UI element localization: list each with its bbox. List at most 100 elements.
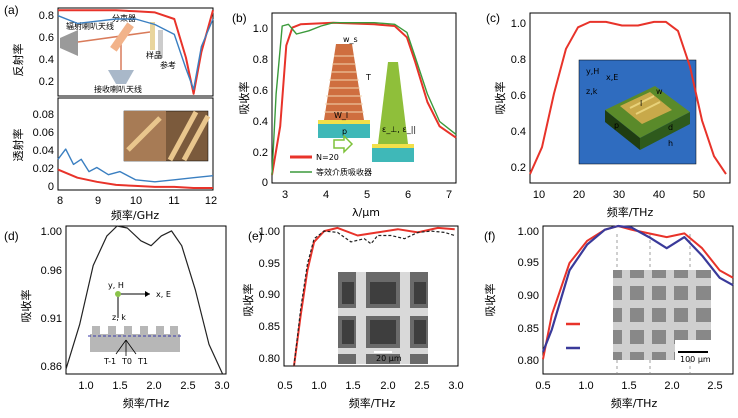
- series-line-a-top-1: [57, 15, 214, 91]
- e-scale-bar: 20 μm: [376, 354, 402, 363]
- c-ytick: 0.2: [511, 162, 526, 174]
- series-line-d-0: [65, 225, 224, 375]
- series-line-a-top-0: [58, 9, 214, 95]
- a-xtick: 11: [168, 195, 179, 207]
- a-xtick: 9: [95, 195, 101, 207]
- series-line-b-0: [271, 21, 457, 176]
- b-ytick: 1.0: [253, 23, 268, 35]
- b-ytick: 0.4: [253, 116, 268, 128]
- a-ytick: 0: [48, 181, 54, 193]
- panel-c-label: (c): [486, 11, 500, 25]
- panel-e: (e) 吸收率 1.00 0.95 0.90 0.85 0.80 0.5 1.0…: [241, 225, 464, 410]
- panel-e-ylabel: 吸收率: [241, 284, 255, 317]
- f-xtick: 2.5: [707, 380, 722, 392]
- tx-antenna-label: 辐射喇叭天线: [66, 21, 114, 31]
- reference-label: 参考: [160, 60, 176, 70]
- e-ytick: 0.90: [259, 289, 280, 301]
- panel-f: (f) 吸收率 1.00 0.95 0.90 0.85 0.80 0.5 1.0…: [483, 224, 734, 410]
- panel-b-legend: N=20 等效介质吸收器: [290, 153, 372, 177]
- e-xtick: 0.5: [277, 380, 292, 392]
- f-ytick: 0.95: [518, 257, 539, 269]
- panel-d-frame: [65, 225, 227, 375]
- c-xe-label: x,E: [606, 73, 618, 82]
- panel-c-xlabel: 频率/THz: [607, 205, 654, 219]
- d-ytick: 0.86: [41, 361, 62, 373]
- series-line-a-bottom-0: [57, 148, 214, 183]
- d-xtick: 2.0: [146, 380, 161, 392]
- f-ytick: 1.00: [518, 226, 539, 238]
- a-ytick: 0.8: [39, 10, 54, 22]
- f-ytick: 0.90: [518, 290, 539, 302]
- c-xtick: 40: [653, 189, 665, 201]
- b-xtick: 3: [282, 189, 288, 201]
- d-xtick: 3.0: [214, 380, 229, 392]
- e-ytick: 0.95: [259, 258, 280, 270]
- e-xtick: 1.5: [345, 380, 360, 392]
- e-ytick: 0.80: [259, 353, 280, 365]
- a-ytick: 0.08: [33, 109, 54, 121]
- transmit-horn-antenna: [60, 30, 78, 56]
- t0-label: T0: [121, 357, 132, 366]
- c-l-label: l: [640, 99, 642, 108]
- panel-b-frame: [271, 12, 457, 184]
- series-line-c-0: [529, 20, 727, 175]
- panel-b: (b) 吸收率 1.0 0.8 0.6 0.4 0.2 0 3 4 5 6 7 …: [232, 11, 457, 219]
- pyramid-structure-inset: w_s T W_l p ε_⊥, ε_||: [318, 35, 416, 162]
- panel-c-frame: [529, 12, 731, 184]
- b-ytick: 0.8: [253, 54, 268, 66]
- p-label: p: [342, 127, 347, 136]
- a-xtick: 10: [130, 195, 142, 207]
- panel-a-top-ylabel: 反射率: [11, 44, 25, 77]
- f-legend: [566, 322, 580, 350]
- panel-e-xlabel: 频率/THz: [349, 396, 396, 410]
- b-ytick: 0: [262, 177, 268, 189]
- c-xtick: 20: [573, 189, 585, 201]
- wl-label: W_l: [334, 111, 348, 120]
- t-minus-label: T-1: [103, 357, 116, 366]
- e-xtick: 2.0: [380, 380, 395, 392]
- c-yh-label: y,H: [586, 67, 599, 76]
- panel-f-ylabel: 吸收率: [483, 284, 497, 317]
- b-xtick: 7: [446, 189, 452, 201]
- b-xtick: 5: [364, 189, 370, 201]
- d-ytick: 0.96: [41, 265, 62, 277]
- panel-c: (c) 吸收率 1.0 0.8 0.6 0.4 0.2 10 20 30 40 …: [486, 11, 731, 219]
- a-ytick: 0.04: [33, 145, 54, 157]
- c-w-label: w: [656, 87, 663, 96]
- panel-f-plot: [541, 224, 734, 360]
- panel-b-xlabel: λ/μm: [352, 206, 380, 219]
- t-label: T: [365, 73, 371, 82]
- rx-antenna-label: 接收喇叭天线: [94, 84, 142, 94]
- ws-label: w_s: [343, 35, 358, 44]
- panel-b-ylabel: 吸收率: [237, 82, 251, 115]
- panel-c-plot: [529, 20, 727, 175]
- c-ytick: 0.8: [511, 54, 526, 66]
- f-xtick: 2.0: [664, 380, 679, 392]
- b-xtick: 6: [405, 189, 411, 201]
- c-ytick: 0.4: [511, 126, 526, 138]
- legend-effective-medium: 等效介质吸收器: [316, 167, 372, 177]
- sem-image-inset: 20 μm: [338, 272, 428, 364]
- panel-b-plot: [271, 21, 457, 176]
- a-xtick: 12: [205, 195, 217, 207]
- c-ytick: 1.0: [511, 18, 526, 30]
- series-line-a-bottom-1: [57, 168, 213, 189]
- panel-d-xlabel: 频率/THz: [123, 396, 170, 410]
- e-xtick: 2.5: [414, 380, 429, 392]
- panel-d-plot: [65, 225, 224, 375]
- panel-c-ylabel: 吸收率: [493, 82, 507, 115]
- series-line-f-1: [541, 224, 734, 353]
- c-ytick: 0.6: [511, 90, 526, 102]
- receive-horn-antenna: [108, 70, 134, 84]
- unit-cell-inset: y,H x,E z,k l w p d h: [578, 59, 697, 165]
- panel-e-plot: [293, 226, 455, 367]
- panel-a-bottom-plot: [57, 148, 214, 189]
- panel-a-xlabel: 频率/GHz: [111, 208, 160, 222]
- e-xtick: 1.0: [311, 380, 326, 392]
- t1-label: T1: [137, 357, 148, 366]
- d-ytick: 0.91: [41, 313, 62, 325]
- sample-photo-inset: [123, 110, 211, 162]
- a-ytick: 0.4: [39, 54, 54, 66]
- d-xe-label: x, E: [156, 290, 171, 299]
